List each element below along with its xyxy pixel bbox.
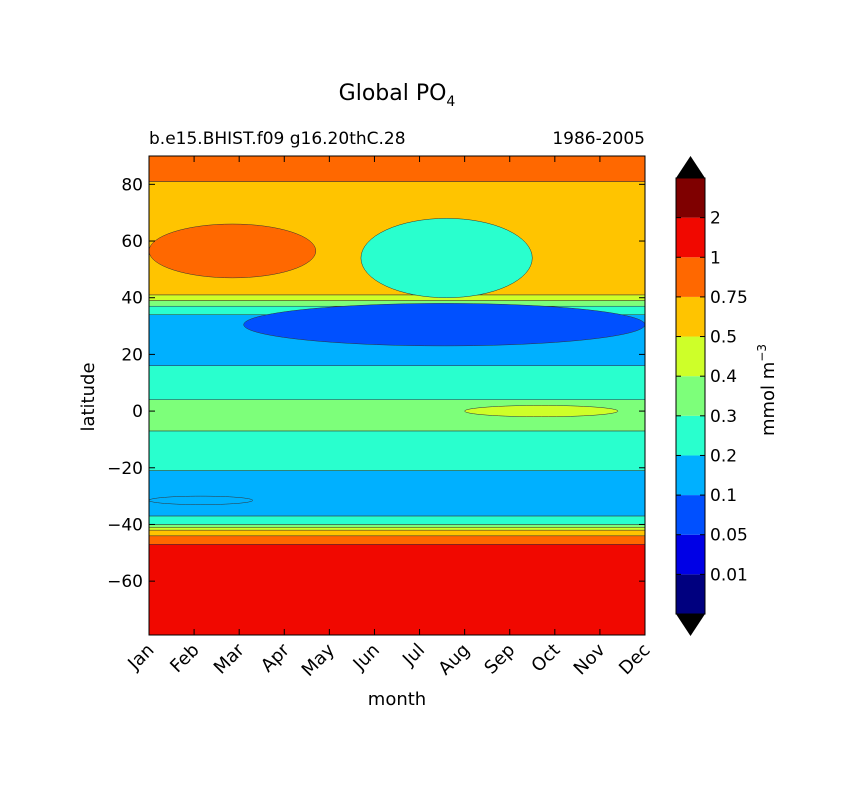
- x-tick-label: Dec: [615, 640, 654, 679]
- colorbar-segment: [676, 495, 705, 535]
- contour-feature-southern-minimum: [149, 495, 253, 505]
- x-tick-label: Mar: [210, 639, 249, 678]
- contour-band: [149, 156, 645, 182]
- contour-band: [149, 535, 645, 545]
- contour-band: [149, 529, 645, 537]
- x-tick-label: Oct: [527, 640, 564, 677]
- plot-area: [149, 156, 645, 635]
- contour-feature-summer-low: [360, 218, 533, 298]
- colorbar-tick-label: 0.4: [710, 367, 737, 387]
- contour-band: [149, 524, 645, 528]
- colorbar-segment: [676, 574, 705, 614]
- x-axis-label: month: [368, 689, 426, 710]
- colorbar-tick-label: 0.05: [710, 526, 748, 546]
- colorbar-extend-top: [676, 156, 705, 178]
- contour-band: [149, 527, 645, 531]
- colorbar-segment: [676, 336, 705, 377]
- y-tick-label: 80: [121, 175, 143, 195]
- colorbar: 0.01 0.05 0.1 0.2 0.3 0.4 0.5 0.75 1 2: [675, 156, 748, 636]
- x-tick-label: Jan: [123, 640, 158, 675]
- y-axis: 80 60 40 20 0 −20 −40 −60: [107, 175, 645, 592]
- y-tick-label: −20: [107, 459, 143, 479]
- colorbar-tick-label: 0.5: [710, 328, 737, 348]
- colorbar-tick-label: 0.1: [710, 486, 737, 506]
- x-tick-label: Feb: [166, 640, 203, 677]
- x-tick-label: Sep: [480, 640, 519, 679]
- contour-band: [149, 365, 645, 401]
- contour-feature-equatorial-maximum: [464, 405, 619, 418]
- x-tick-label: Aug: [434, 640, 474, 680]
- y-tick-label: −60: [107, 572, 143, 592]
- y-axis-label: latitude: [78, 362, 99, 431]
- colorbar-segment: [676, 217, 705, 258]
- chart-subtitle-left: b.e15.BHIST.f09 g16.20thC.28: [149, 129, 406, 149]
- y-tick-label: 60: [121, 232, 143, 252]
- chart-subtitle-right: 1986-2005: [552, 129, 645, 149]
- contour-band: [149, 430, 645, 471]
- y-tick-label: 40: [121, 289, 143, 309]
- colorbar-segment: [676, 376, 705, 416]
- x-tick-label: Apr: [257, 639, 294, 676]
- colorbar-segment: [676, 455, 705, 496]
- colorbar-tick-label: 0.01: [710, 565, 748, 585]
- contour-band: [149, 470, 645, 517]
- contour-band: [149, 544, 645, 635]
- colorbar-segment: [676, 178, 705, 218]
- colorbar-tick-label: 0.3: [710, 407, 737, 427]
- contour-band: [149, 515, 645, 525]
- contour-band: [149, 294, 645, 301]
- colorbar-segment: [676, 415, 705, 456]
- colorbar-tick-label: 1: [710, 248, 721, 268]
- x-tick-label: Jun: [349, 640, 384, 675]
- colorbar-tick-label: 2: [710, 209, 721, 229]
- colorbar-tick-label: 0.75: [710, 288, 748, 308]
- chart-title: Global PO4: [339, 81, 456, 110]
- colorbar-label: mmol m−3: [755, 344, 779, 436]
- y-tick-label: 0: [132, 402, 143, 422]
- colorbar-frame: [675, 177, 706, 615]
- colorbar-segment: [676, 296, 705, 337]
- contour-feature-subtropical-minimum: [243, 303, 645, 347]
- x-tick-label: Nov: [570, 639, 610, 679]
- colorbar-segment: [676, 257, 705, 297]
- colorbar-extend-bottom: [676, 614, 705, 636]
- contour-feature-northern-high: [149, 223, 317, 279]
- colorbar-segment: [676, 534, 705, 575]
- x-tick-label: May: [298, 639, 339, 680]
- y-tick-label: −40: [107, 515, 143, 535]
- x-tick-label: Jul: [398, 640, 429, 671]
- y-tick-label: 20: [121, 345, 143, 365]
- colorbar-tick-label: 0.2: [710, 446, 737, 466]
- plot-frame: [148, 155, 646, 636]
